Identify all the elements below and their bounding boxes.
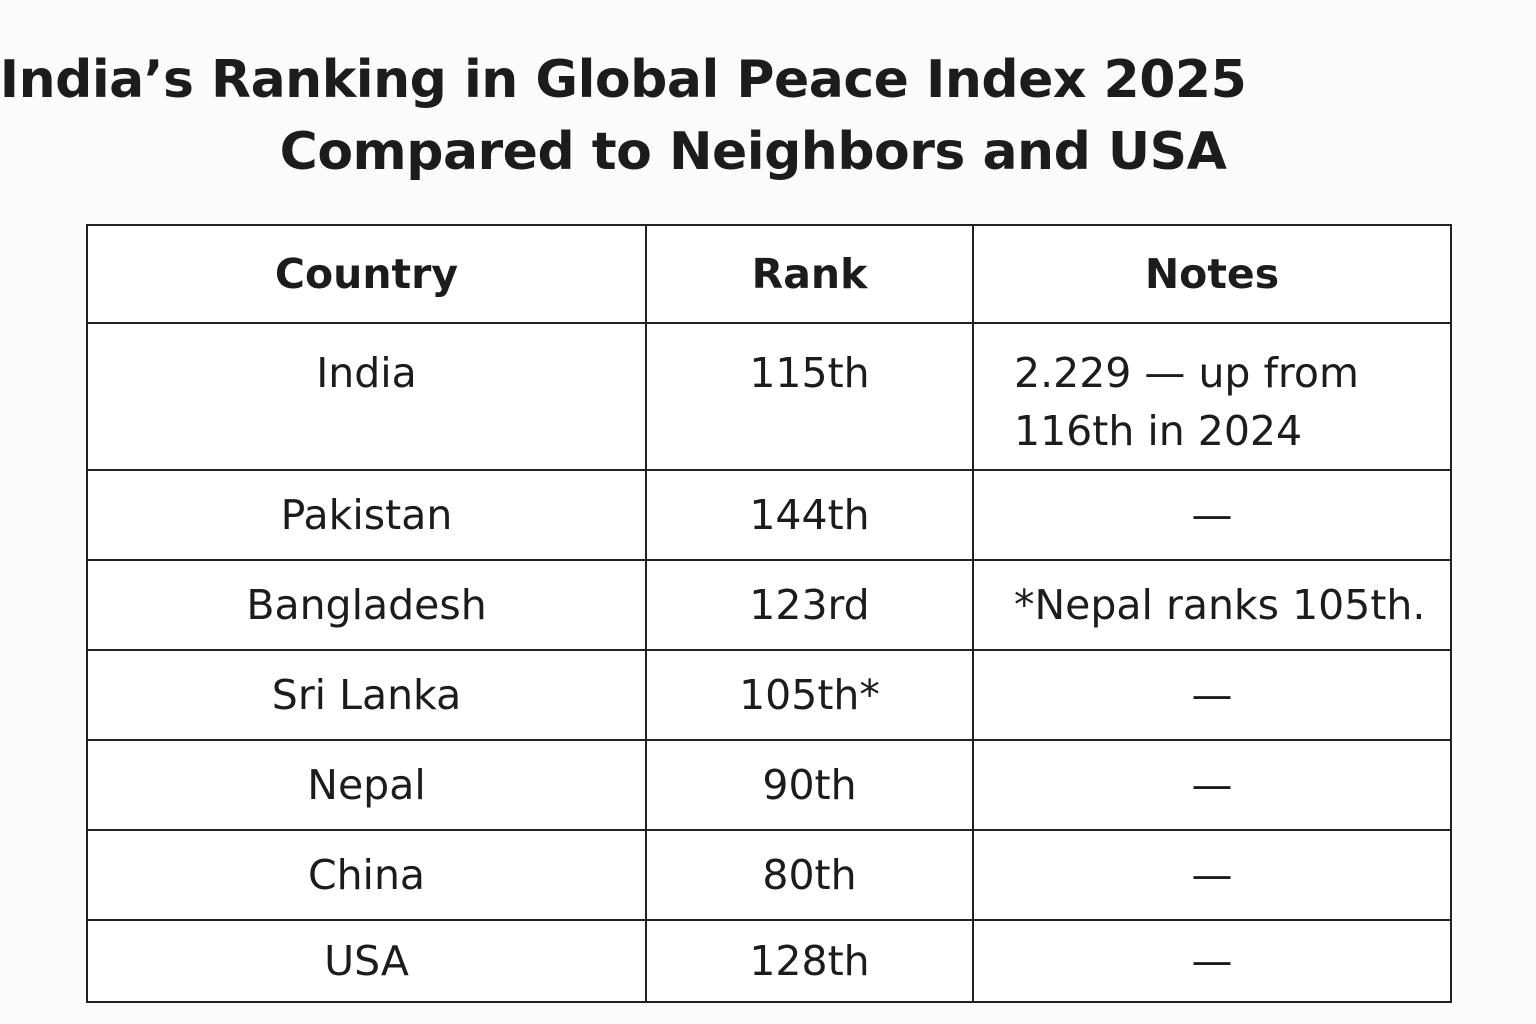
table-row: Nepal 90th — xyxy=(86,739,1452,831)
table-row: Pakistan 144th — xyxy=(86,469,1452,561)
table-row: China 80th — xyxy=(86,829,1452,921)
note-cell: — xyxy=(972,739,1452,831)
header-notes: Notes xyxy=(972,224,1452,324)
rank-cell: 128th xyxy=(645,919,974,1003)
country-cell: Bangladesh xyxy=(86,559,647,651)
rank-cell: 80th xyxy=(645,829,974,921)
table-row: India 115th 2.229 — up from 116th in 202… xyxy=(86,322,1452,471)
country-cell: Pakistan xyxy=(86,469,647,561)
table-row: USA 128th — xyxy=(86,919,1452,1003)
header-rank: Rank xyxy=(645,224,974,324)
country-cell: Nepal xyxy=(86,739,647,831)
rank-cell: 90th xyxy=(645,739,974,831)
header-country: Country xyxy=(86,224,647,324)
rank-cell: 144th xyxy=(645,469,974,561)
ranking-table: Country Rank Notes India 115th 2.229 — u… xyxy=(86,224,1452,1003)
note-cell: 2.229 — up from 116th in 2024 xyxy=(972,322,1452,471)
page-title: India’s Ranking in Global Peace Index 20… xyxy=(0,44,1536,188)
table-row: Sri Lanka 105th* — xyxy=(86,649,1452,741)
rank-cell: 115th xyxy=(645,322,974,471)
title-line-2: Compared to Neighbors and USA xyxy=(279,122,1227,182)
rank-cell: 123rd xyxy=(645,559,974,651)
note-cell: — xyxy=(972,469,1452,561)
title-line-1: India’s Ranking in Global Peace Index 20… xyxy=(0,50,1247,110)
rank-cell: 105th* xyxy=(645,649,974,741)
country-cell: China xyxy=(86,829,647,921)
note-cell: — xyxy=(972,649,1452,741)
table-row: Bangladesh 123rd *Nepal ranks 105th. xyxy=(86,559,1452,651)
note-cell: *Nepal ranks 105th. xyxy=(972,559,1452,651)
country-cell: India xyxy=(86,322,647,471)
note-cell: — xyxy=(972,829,1452,921)
country-cell: Sri Lanka xyxy=(86,649,647,741)
note-cell: — xyxy=(972,919,1452,1003)
table-header-row: Country Rank Notes xyxy=(86,224,1452,324)
country-cell: USA xyxy=(86,919,647,1003)
